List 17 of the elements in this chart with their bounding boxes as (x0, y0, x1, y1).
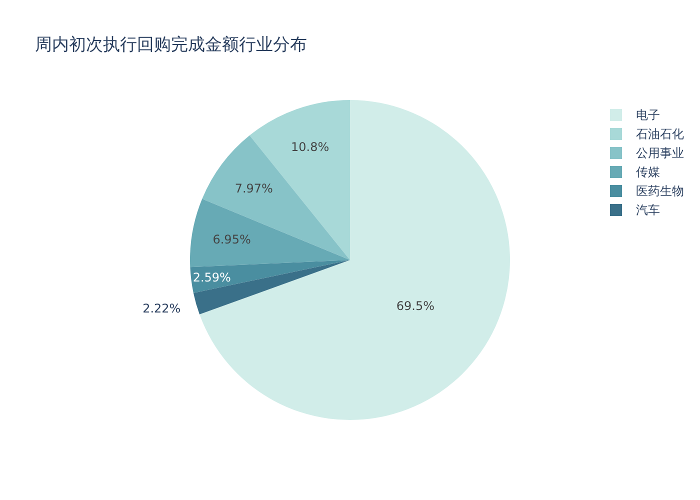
pie-slice (193, 260, 350, 314)
legend-label: 公用事业 (636, 146, 684, 160)
legend-label: 传媒 (636, 165, 660, 180)
data-label: 10.8% (291, 140, 330, 154)
legend-label: 电子 (636, 108, 660, 122)
legend-label: 石油石化 (636, 127, 684, 142)
pie-slice (190, 260, 350, 293)
pie-slice (202, 135, 350, 260)
data-label: 2.22% (142, 301, 181, 316)
data-label: 2.59% (192, 270, 231, 285)
legend-label: 医药生物 (636, 184, 684, 198)
chart-title: 周内初次执行回购完成金额行业分布 (35, 35, 307, 55)
data-label: 6.95% (212, 232, 251, 246)
data-label: 69.5% (396, 299, 435, 314)
pie-slice (190, 198, 350, 268)
legend-label: 汽车 (636, 203, 660, 218)
data-label: 7.97% (234, 181, 273, 196)
